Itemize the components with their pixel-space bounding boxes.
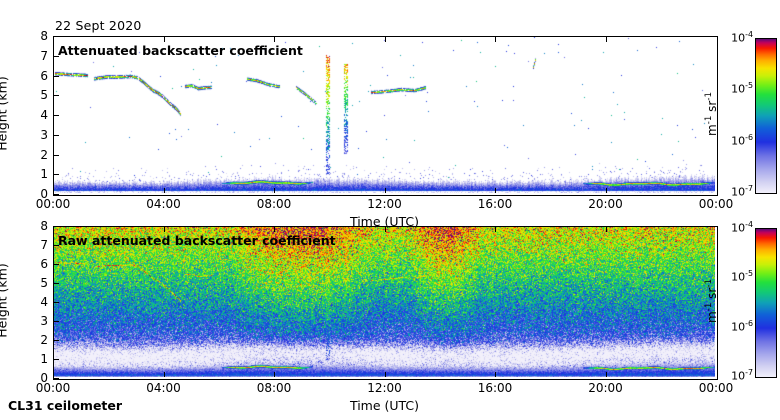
y-tick-label-0-4: 4 xyxy=(40,108,48,122)
x-tick-label-1-6: 00:00 xyxy=(698,381,734,395)
x-tick-mark-top-1-5 xyxy=(606,227,607,232)
y-tick-label-1-8: 8 xyxy=(40,219,48,233)
colorbar-tick--6-1: 10-6 xyxy=(731,318,753,334)
x-tick-mark-top-0-3 xyxy=(385,37,386,42)
y-tick-mark-0-4 xyxy=(54,115,59,116)
y-tick-label-1-4: 4 xyxy=(40,295,48,309)
y-tick-label-1-7: 7 xyxy=(40,238,48,252)
y-tick-label-0-0: 0 xyxy=(40,187,48,201)
x-tick-label-1-3: 12:00 xyxy=(367,381,402,395)
x-tick-label-0-0: 00:00 xyxy=(35,197,71,211)
x-tick-mark-top-1-1 xyxy=(164,227,165,232)
y-tick-label-1-0: 0 xyxy=(40,371,48,385)
y-tick-mark-0-7 xyxy=(54,56,59,57)
colorbar-title-1: m-1 sr-1 xyxy=(704,279,719,323)
y-tick-label-0-7: 7 xyxy=(40,48,48,63)
y-tick-label-1-1: 1 xyxy=(40,352,48,366)
y-tick-label-0-3: 3 xyxy=(40,127,48,142)
x-tick-label-1-2: 08:00 xyxy=(256,381,292,395)
y-tick-mark-0-8 xyxy=(54,36,59,37)
colorbar-attenuated xyxy=(755,38,777,194)
x-axis-title-1: Time (UTC) xyxy=(349,398,420,413)
x-tick-mark-bottom-1-5 xyxy=(606,372,607,377)
x-tick-label-0-4: 16:00 xyxy=(477,197,513,211)
colorbar-tick--7-1: 10-7 xyxy=(731,367,753,383)
x-tick-mark-top-1-3 xyxy=(385,227,386,232)
x-tick-mark-top-1-2 xyxy=(274,227,275,232)
colorbar-tick--4-0: 10-4 xyxy=(731,29,753,45)
y-tick-label-0-6: 6 xyxy=(40,68,48,83)
y-tick-mark-0-3 xyxy=(54,135,59,136)
y-tick-label-0-8: 8 xyxy=(40,29,48,43)
y-tick-mark-0-2 xyxy=(54,155,59,156)
x-tick-mark-top-0-1 xyxy=(164,37,165,42)
x-tick-label-0-5: 20:00 xyxy=(588,197,623,211)
y-tick-mark-1-2 xyxy=(54,340,59,341)
y-tick-label-1-5: 5 xyxy=(40,276,48,290)
panel-raw-title: Raw attenuated backscatter coefficient xyxy=(58,233,336,248)
colorbar-tick--4-1: 10-4 xyxy=(731,219,753,235)
x-tick-mark-bottom-0-1 xyxy=(164,188,165,193)
y-tick-label-0-1: 1 xyxy=(40,167,48,182)
x-tick-label-0-2: 08:00 xyxy=(256,197,292,211)
colorbar-title-0: m-1 sr-1 xyxy=(704,92,719,136)
x-tick-label-0-3: 12:00 xyxy=(367,197,402,211)
y-tick-mark-1-1 xyxy=(54,359,59,360)
x-tick-mark-bottom-0-5 xyxy=(606,188,607,193)
y-tick-mark-1-0 xyxy=(54,378,59,379)
date-label: 22 Sept 2020 xyxy=(55,18,142,33)
y-axis-title-0: Height (km) xyxy=(0,76,10,151)
x-tick-mark-top-0-2 xyxy=(274,37,275,42)
y-tick-mark-0-0 xyxy=(54,194,59,195)
x-tick-mark-top-0-4 xyxy=(495,37,496,42)
y-tick-label-1-3: 3 xyxy=(40,314,48,328)
x-tick-mark-bottom-0-3 xyxy=(385,188,386,193)
x-tick-mark-bottom-1-3 xyxy=(385,372,386,377)
y-tick-mark-0-6 xyxy=(54,76,59,77)
x-tick-label-1-4: 16:00 xyxy=(477,381,513,395)
y-axis-title-1: Height (km) xyxy=(0,263,10,338)
panel-attenuated-title: Attenuated backscatter coefficient xyxy=(58,43,303,58)
x-tick-label-0-6: 00:00 xyxy=(698,197,734,211)
y-tick-mark-1-3 xyxy=(54,321,59,322)
x-tick-mark-top-0-5 xyxy=(606,37,607,42)
y-tick-label-1-6: 6 xyxy=(40,257,48,271)
y-tick-label-0-5: 5 xyxy=(40,88,48,103)
x-tick-mark-bottom-1-1 xyxy=(164,372,165,377)
y-tick-mark-1-4 xyxy=(54,302,59,303)
y-tick-mark-0-1 xyxy=(54,174,59,175)
x-axis-title-0: Time (UTC) xyxy=(349,214,420,229)
y-tick-label-1-2: 2 xyxy=(40,333,48,347)
y-tick-mark-1-5 xyxy=(54,283,59,284)
colorbar-tick--5-0: 10-5 xyxy=(731,81,753,96)
instrument-caption: CL31 ceilometer xyxy=(8,398,123,413)
x-tick-label-1-5: 20:00 xyxy=(588,381,623,395)
colorbar-tick--5-1: 10-5 xyxy=(731,269,753,284)
colorbar-tick--7-0: 10-7 xyxy=(731,183,753,199)
y-tick-mark-1-8 xyxy=(54,226,59,227)
colorbar-tick--6-0: 10-6 xyxy=(731,132,753,148)
x-tick-mark-bottom-1-4 xyxy=(495,372,496,377)
x-tick-label-1-0: 00:00 xyxy=(35,381,71,395)
y-tick-mark-1-7 xyxy=(54,245,59,246)
panel-raw-backscatter xyxy=(53,226,718,380)
x-tick-label-0-1: 04:00 xyxy=(146,197,181,211)
colorbar-raw xyxy=(755,228,777,378)
x-tick-mark-bottom-0-2 xyxy=(274,188,275,193)
y-tick-mark-0-5 xyxy=(54,95,59,96)
x-tick-mark-bottom-1-2 xyxy=(274,372,275,377)
y-tick-mark-1-6 xyxy=(54,264,59,265)
y-tick-label-0-2: 2 xyxy=(40,147,48,162)
panel-attenuated-backscatter xyxy=(53,36,718,196)
x-tick-label-1-1: 04:00 xyxy=(146,381,181,395)
x-tick-mark-bottom-0-4 xyxy=(495,188,496,193)
x-tick-mark-top-1-4 xyxy=(495,227,496,232)
